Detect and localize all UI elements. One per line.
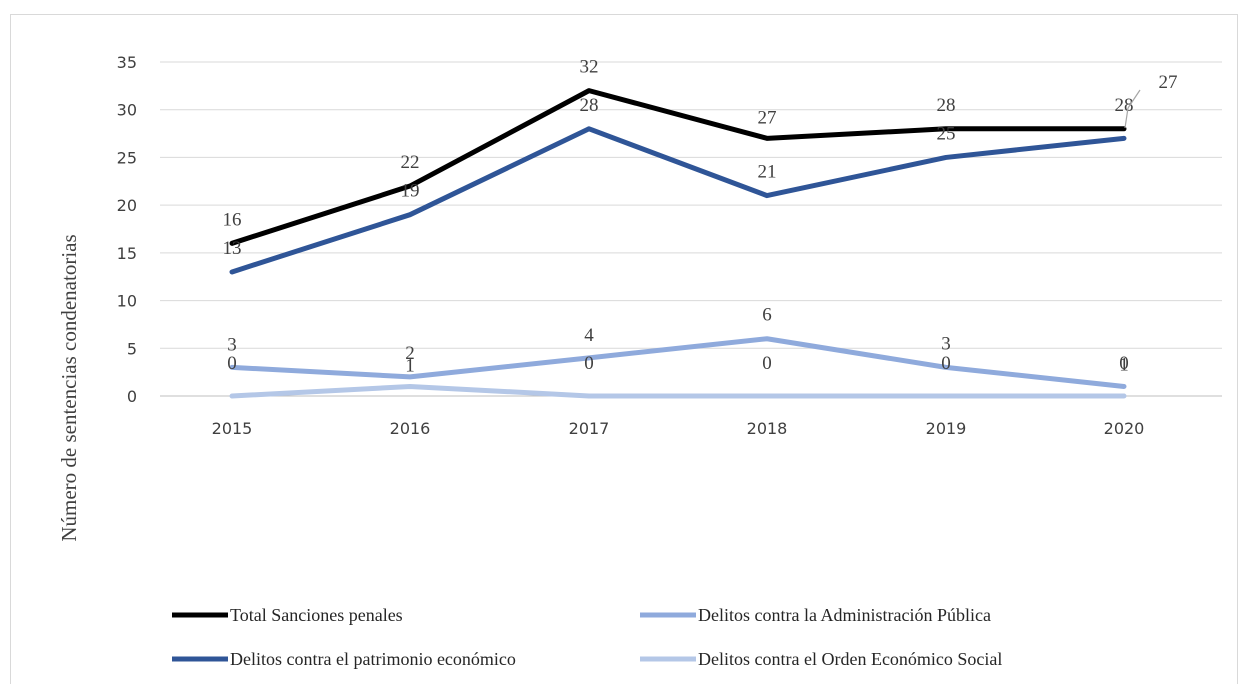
series-lines (229, 88, 1127, 399)
legend-label: Delitos contra el Orden Económico Social (698, 649, 1002, 669)
x-tick-label: 2015 (212, 419, 253, 438)
data-label: 0 (941, 353, 951, 374)
x-tick-label: 2019 (926, 419, 967, 438)
data-label: 28 (1115, 95, 1134, 116)
data-label: 25 (937, 123, 956, 144)
series-line-2 (229, 336, 1127, 389)
series-line-0 (229, 88, 1127, 246)
x-tick-label: 2016 (390, 419, 431, 438)
data-label: 27 (1159, 72, 1178, 93)
data-label: 22 (401, 152, 420, 173)
data-label: 0 (584, 353, 594, 374)
legend-item-1: Delitos contra el patrimonio económico (172, 649, 516, 669)
data-label: 28 (937, 95, 956, 116)
x-axis-ticks: 2015 2016 2017 2018 2019 2020 (212, 419, 1145, 438)
data-label: 21 (758, 162, 777, 183)
y-tick-label: 35 (117, 53, 137, 72)
data-label: 27 (758, 107, 777, 128)
legend-item-3: Delitos contra el Orden Económico Social (640, 649, 1002, 669)
legend-label: Total Sanciones penales (230, 605, 403, 625)
data-label: 0 (227, 353, 237, 374)
y-tick-label: 15 (117, 244, 137, 263)
data-label: 3 (941, 333, 951, 354)
data-label: 0 (1119, 353, 1129, 374)
data-label: 0 (762, 353, 772, 374)
leader-line (1124, 107, 1129, 129)
x-tick-label: 2018 (747, 419, 788, 438)
data-label: 32 (580, 57, 599, 78)
data-label: 16 (223, 209, 242, 230)
data-label: 1 (405, 355, 415, 376)
x-tick-label: 2020 (1104, 419, 1145, 438)
y-tick-label: 5 (127, 339, 137, 358)
y-tick-label: 10 (117, 292, 137, 311)
gridlines (160, 61, 1222, 397)
data-label: 28 (580, 95, 599, 116)
x-tick-label: 2017 (569, 419, 610, 438)
data-label: 6 (762, 305, 772, 326)
series-line-3 (229, 383, 1127, 399)
leader-line (1127, 89, 1141, 109)
y-axis-label: Número de sentencias condenatorias (57, 234, 81, 541)
legend-label: Delitos contra el patrimonio económico (230, 649, 516, 669)
y-axis-ticks: 0 5 10 15 20 25 30 35 (117, 53, 137, 406)
legend: Total Sanciones penales Delitos contra la… (172, 605, 1002, 669)
data-label: 13 (223, 238, 242, 259)
y-tick-label: 20 (117, 196, 137, 215)
data-label: 19 (401, 181, 420, 202)
series-line-1 (229, 126, 1127, 275)
legend-item-0: Total Sanciones penales (172, 605, 403, 625)
data-label: 3 (227, 334, 237, 355)
data-label: 4 (584, 325, 594, 346)
legend-item-2: Delitos contra la Administración Pública (640, 605, 991, 625)
chart-frame (10, 14, 1238, 684)
data-label: 1 (1119, 354, 1129, 375)
y-tick-label: 0 (127, 387, 137, 406)
legend-label: Delitos contra la Administración Pública (698, 605, 991, 625)
data-label: 2 (405, 343, 415, 364)
y-tick-label: 30 (117, 101, 137, 120)
y-tick-label: 25 (117, 148, 137, 167)
